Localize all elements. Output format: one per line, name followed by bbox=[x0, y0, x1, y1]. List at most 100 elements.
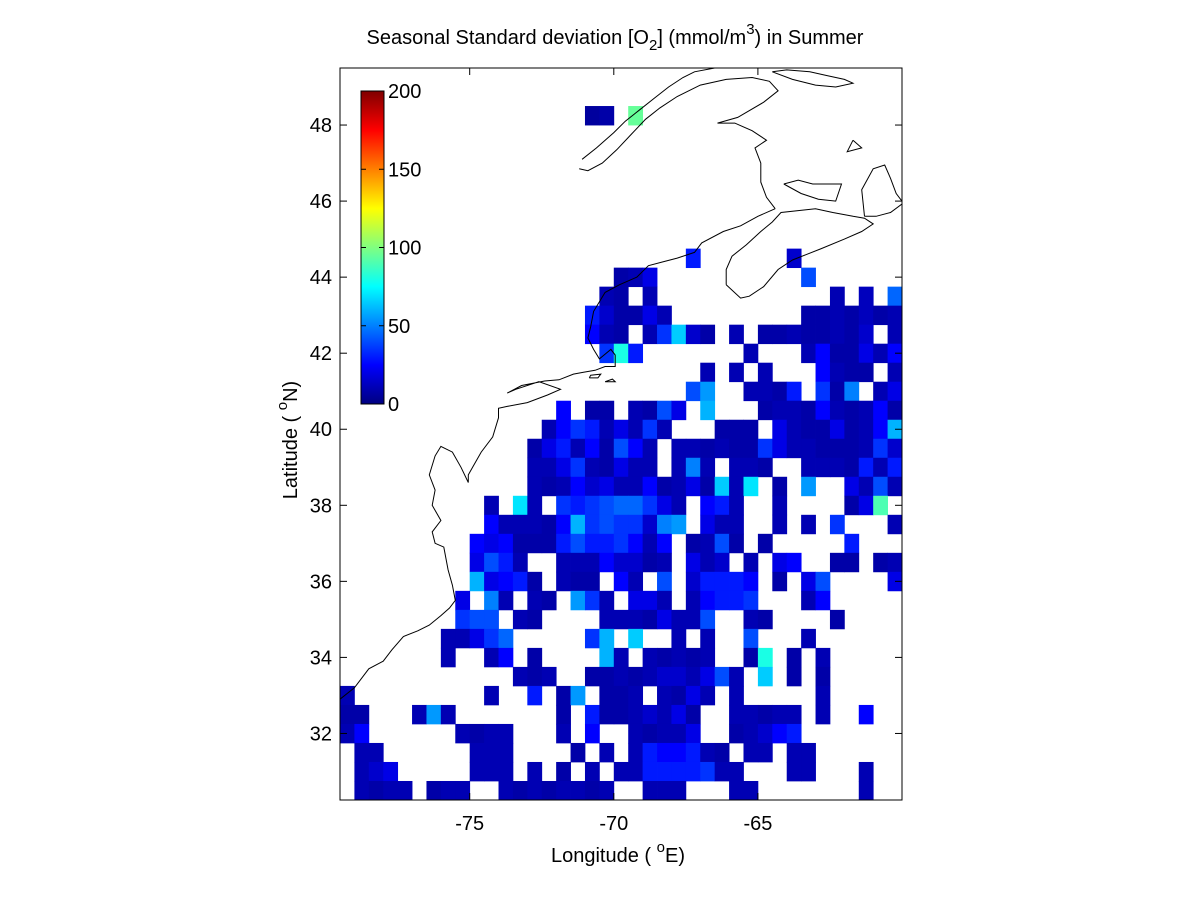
heatmap-cell bbox=[527, 457, 543, 478]
plot-frame bbox=[339, 67, 903, 801]
heatmap-cell bbox=[757, 533, 773, 554]
heatmap-cell bbox=[570, 438, 586, 459]
heatmap-cell bbox=[671, 438, 687, 459]
heatmap-cell bbox=[599, 590, 615, 611]
heatmap-cell bbox=[541, 780, 557, 800]
heatmap-cell bbox=[685, 552, 701, 573]
heatmap-cell bbox=[786, 666, 802, 687]
heatmap-cell bbox=[383, 780, 399, 800]
heatmap-cell bbox=[757, 381, 773, 402]
heatmap-cell bbox=[642, 305, 658, 326]
heatmap-cell bbox=[556, 571, 571, 592]
heatmap-cell bbox=[729, 324, 744, 345]
heatmap-cell bbox=[613, 514, 629, 535]
heatmap-cell bbox=[498, 552, 514, 573]
heatmap-cell bbox=[743, 647, 759, 668]
heatmap-cell bbox=[858, 438, 874, 459]
y-tick-label: 32 bbox=[310, 723, 332, 745]
heatmap-cell bbox=[584, 666, 600, 687]
heatmap-cell bbox=[584, 476, 600, 497]
heatmap-cell bbox=[700, 761, 716, 782]
heatmap-cell bbox=[556, 400, 571, 421]
heatmap-cell bbox=[527, 571, 543, 592]
heatmap-cell bbox=[829, 305, 845, 326]
colorbar-ticks: 0 50 100 150 200 bbox=[361, 81, 421, 416]
heatmap-cell bbox=[671, 628, 687, 649]
colorbar-tick-label: 150 bbox=[388, 159, 421, 181]
heatmap-cell bbox=[599, 742, 615, 763]
heatmap-cell bbox=[772, 723, 788, 744]
heatmap-cell bbox=[657, 514, 672, 535]
heatmap-cell bbox=[599, 438, 615, 459]
heatmap-cell bbox=[498, 514, 514, 535]
y-tick-label: 42 bbox=[310, 343, 332, 365]
heatmap-cell bbox=[714, 438, 730, 459]
heatmap-cell bbox=[657, 609, 672, 630]
heatmap-cell bbox=[498, 780, 514, 800]
heatmap-cell bbox=[786, 248, 802, 269]
heatmap-cell bbox=[743, 723, 759, 744]
heatmap-cell bbox=[584, 590, 600, 611]
coastline-segment bbox=[783, 179, 843, 202]
heatmap-cell bbox=[829, 381, 845, 402]
heatmap-cell bbox=[743, 343, 759, 364]
heatmap-cell bbox=[642, 495, 658, 516]
heatmap-cell bbox=[642, 590, 658, 611]
heatmap-cell bbox=[844, 362, 860, 383]
coastline-segment bbox=[604, 378, 617, 383]
heatmap-cell bbox=[642, 761, 658, 782]
heatmap-cell bbox=[815, 362, 831, 383]
y-axis-label: Latitude ( oN) bbox=[274, 381, 302, 499]
heatmap-cell bbox=[484, 742, 499, 763]
heatmap-cell bbox=[757, 742, 773, 763]
heatmap-cell bbox=[541, 457, 557, 478]
heatmap-cell bbox=[801, 343, 816, 364]
heatmap-cell bbox=[801, 419, 816, 440]
heatmap-cell bbox=[628, 761, 644, 782]
y-tick-label: 46 bbox=[310, 191, 332, 213]
heatmap-cell bbox=[729, 514, 744, 535]
heatmap-cell bbox=[714, 742, 730, 763]
heatmap-cell bbox=[671, 609, 687, 630]
heatmap-cell bbox=[340, 704, 355, 725]
x-axis-label: Longitude ( oE) bbox=[551, 839, 685, 867]
heatmap-cell bbox=[556, 780, 571, 800]
heatmap-cell bbox=[786, 324, 802, 345]
heatmap-cell bbox=[700, 533, 716, 554]
heatmap-cell bbox=[685, 457, 701, 478]
heatmap-cell bbox=[556, 457, 571, 478]
heatmap-cell bbox=[700, 590, 716, 611]
heatmap-cell bbox=[700, 476, 716, 497]
heatmap-cell bbox=[657, 533, 672, 554]
heatmap-cell bbox=[455, 723, 471, 744]
heatmap-cell bbox=[570, 685, 586, 706]
heatmap-cell bbox=[657, 704, 672, 725]
x-tick-label: -65 bbox=[743, 813, 772, 835]
heatmap-cell bbox=[815, 305, 831, 326]
heatmap-cell bbox=[584, 106, 600, 126]
heatmap-cell bbox=[801, 438, 816, 459]
heatmap-cell bbox=[786, 381, 802, 402]
heatmap-cell bbox=[786, 438, 802, 459]
heatmap-cell bbox=[628, 343, 644, 364]
heatmap-cell bbox=[729, 438, 744, 459]
heatmap-cell bbox=[484, 571, 499, 592]
heatmap-cell bbox=[801, 324, 816, 345]
heatmap-cell bbox=[556, 552, 571, 573]
heatmap-cell bbox=[556, 438, 571, 459]
heatmap-cell bbox=[455, 609, 471, 630]
heatmap-cell bbox=[873, 495, 888, 516]
heatmap-cell bbox=[584, 723, 600, 744]
heatmap-cell bbox=[685, 248, 701, 269]
heatmap-cell bbox=[412, 704, 427, 725]
x-tick-label: -75 bbox=[455, 813, 484, 835]
heatmap-cell bbox=[858, 286, 874, 307]
heatmap-cell bbox=[887, 305, 902, 326]
y-tick-label: 34 bbox=[310, 647, 332, 669]
heatmap-cell bbox=[714, 533, 730, 554]
heatmap-cell bbox=[757, 609, 773, 630]
heatmap-cell bbox=[613, 666, 629, 687]
heatmap-cell bbox=[599, 628, 615, 649]
heatmap-cell bbox=[887, 438, 902, 459]
heatmap-cell bbox=[743, 552, 759, 573]
